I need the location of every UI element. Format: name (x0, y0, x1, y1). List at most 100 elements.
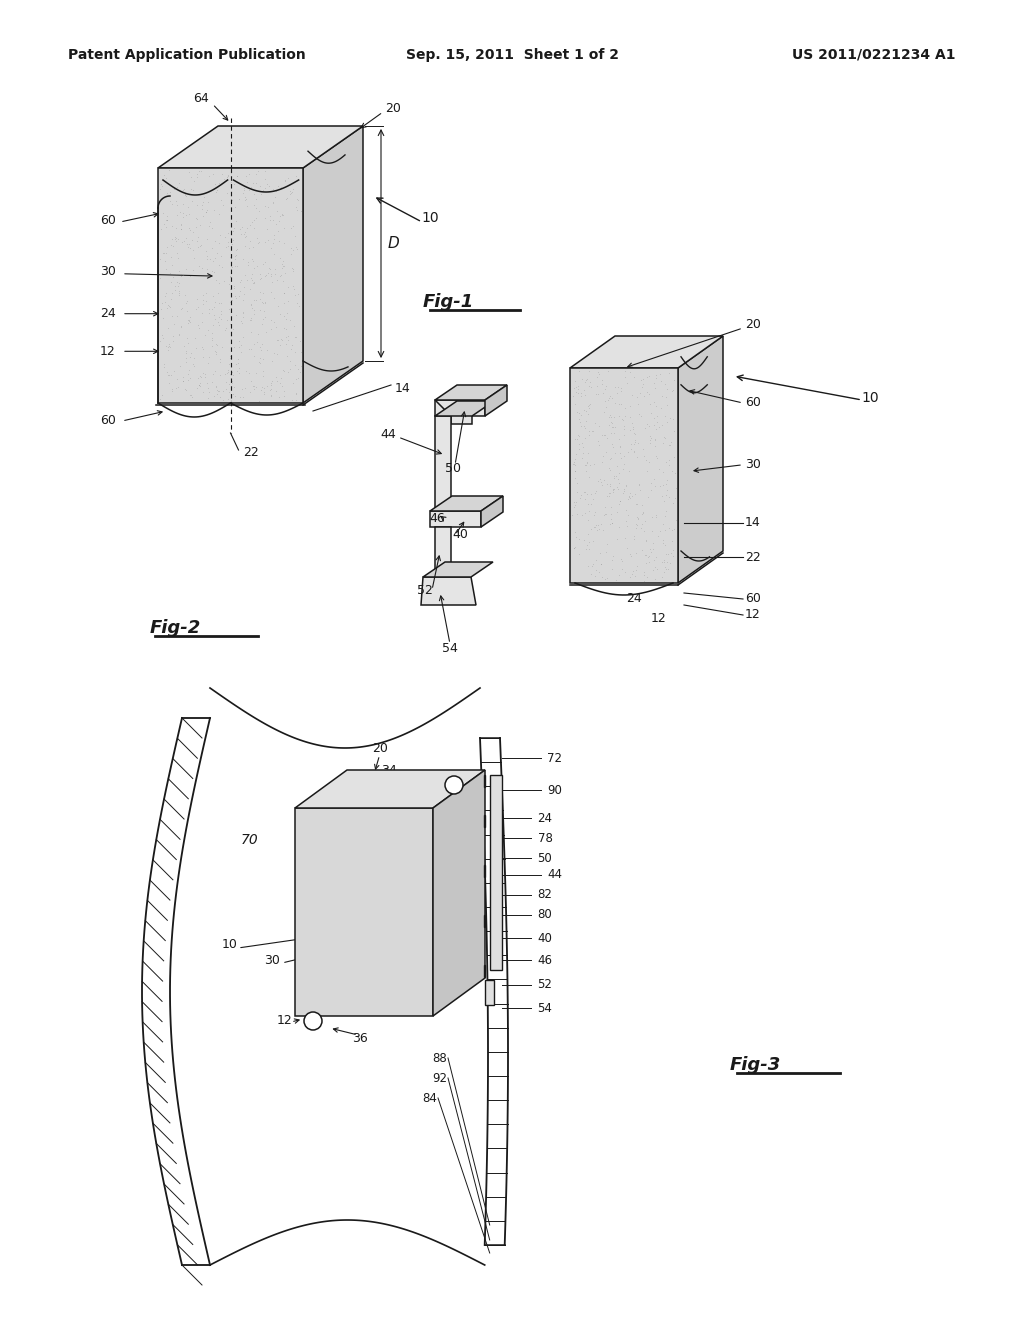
Point (310, 907, 327, 928)
Point (310, 936, 327, 957)
Point (221, 352, 238, 374)
Polygon shape (295, 808, 433, 1016)
Point (569, 429, 586, 450)
Point (360, 855, 377, 876)
Point (334, 946, 350, 968)
Point (211, 203, 227, 224)
Point (370, 821, 386, 842)
Point (617, 360, 634, 381)
Text: 52: 52 (417, 583, 433, 597)
Point (276, 255, 293, 276)
Text: 80: 80 (538, 908, 552, 921)
Point (313, 851, 330, 873)
Point (408, 816, 424, 837)
Point (657, 500, 674, 521)
Point (418, 973, 434, 994)
Point (607, 417, 624, 438)
Point (185, 180, 202, 201)
Point (311, 865, 328, 886)
Point (611, 436, 628, 457)
Point (378, 865, 394, 886)
Point (197, 363, 213, 384)
Point (293, 201, 309, 222)
Point (283, 183, 299, 205)
Point (406, 987, 422, 1008)
Point (636, 561, 652, 582)
Point (366, 983, 382, 1005)
Point (205, 285, 221, 306)
Point (212, 351, 228, 372)
Point (318, 920, 335, 941)
Point (177, 186, 194, 207)
Point (409, 987, 425, 1008)
Point (164, 380, 180, 401)
Text: 46: 46 (538, 953, 553, 966)
Point (390, 887, 407, 908)
Point (615, 480, 632, 502)
Point (366, 944, 382, 965)
Point (611, 473, 628, 494)
Point (383, 895, 399, 916)
Point (204, 218, 220, 239)
Point (239, 216, 255, 238)
Point (301, 949, 317, 970)
Point (261, 176, 278, 197)
Point (191, 235, 208, 256)
Point (618, 537, 635, 558)
Point (154, 298, 170, 319)
Point (195, 257, 211, 279)
Point (413, 808, 429, 829)
Point (569, 375, 586, 396)
Point (344, 826, 360, 847)
Point (368, 923, 384, 944)
Point (280, 325, 296, 346)
Point (611, 429, 628, 450)
Point (580, 510, 596, 531)
Point (189, 289, 206, 310)
Point (242, 231, 258, 252)
Point (174, 203, 190, 224)
Point (583, 494, 599, 515)
Point (168, 190, 184, 211)
Text: 60: 60 (100, 414, 116, 428)
Point (616, 446, 633, 467)
Point (264, 371, 281, 392)
Point (265, 228, 282, 249)
Point (324, 993, 340, 1014)
Point (594, 474, 610, 495)
Point (205, 249, 221, 271)
Point (193, 215, 209, 236)
Point (248, 198, 264, 219)
Point (243, 176, 259, 197)
Point (266, 312, 283, 333)
Point (176, 178, 193, 199)
Point (292, 360, 308, 381)
Point (593, 553, 609, 574)
Point (389, 822, 406, 843)
Point (648, 405, 665, 426)
Point (568, 376, 585, 397)
Point (612, 436, 629, 457)
Point (218, 372, 234, 393)
Point (379, 832, 395, 853)
Point (259, 219, 275, 240)
Point (371, 866, 387, 887)
Point (385, 1002, 401, 1023)
Point (663, 432, 679, 453)
Point (345, 821, 361, 842)
Point (207, 309, 223, 330)
Point (601, 475, 617, 496)
Point (605, 467, 622, 488)
Point (291, 896, 307, 917)
Point (590, 515, 606, 536)
Point (643, 428, 659, 449)
Point (304, 931, 321, 952)
Point (198, 325, 214, 346)
Point (395, 801, 412, 822)
Point (251, 288, 267, 309)
Point (358, 882, 375, 903)
Point (243, 322, 259, 343)
Point (610, 376, 627, 397)
Point (571, 528, 588, 549)
Point (308, 867, 325, 888)
